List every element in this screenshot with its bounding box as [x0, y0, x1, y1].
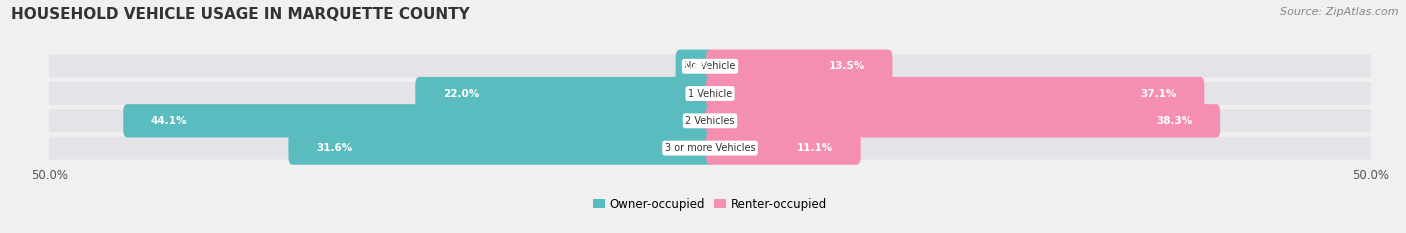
Text: 13.5%: 13.5% [828, 61, 865, 71]
Legend: Owner-occupied, Renter-occupied: Owner-occupied, Renter-occupied [588, 193, 832, 215]
Text: 1 Vehicle: 1 Vehicle [688, 89, 733, 99]
FancyBboxPatch shape [706, 131, 860, 165]
Text: HOUSEHOLD VEHICLE USAGE IN MARQUETTE COUNTY: HOUSEHOLD VEHICLE USAGE IN MARQUETTE COU… [11, 7, 470, 22]
Text: No Vehicle: No Vehicle [685, 61, 735, 71]
FancyBboxPatch shape [706, 50, 893, 83]
FancyBboxPatch shape [49, 55, 1371, 78]
Text: 2.3%: 2.3% [681, 61, 710, 71]
Text: 11.1%: 11.1% [797, 143, 832, 153]
Text: 38.3%: 38.3% [1156, 116, 1192, 126]
Text: 31.6%: 31.6% [316, 143, 353, 153]
Text: 22.0%: 22.0% [443, 89, 479, 99]
FancyBboxPatch shape [49, 82, 1371, 105]
FancyBboxPatch shape [49, 109, 1371, 132]
FancyBboxPatch shape [676, 50, 714, 83]
FancyBboxPatch shape [415, 77, 714, 110]
FancyBboxPatch shape [706, 104, 1220, 137]
FancyBboxPatch shape [706, 77, 1205, 110]
FancyBboxPatch shape [49, 137, 1371, 160]
FancyBboxPatch shape [124, 104, 714, 137]
Text: Source: ZipAtlas.com: Source: ZipAtlas.com [1281, 7, 1399, 17]
Text: 44.1%: 44.1% [150, 116, 187, 126]
Text: 3 or more Vehicles: 3 or more Vehicles [665, 143, 755, 153]
FancyBboxPatch shape [288, 131, 714, 165]
Text: 37.1%: 37.1% [1140, 89, 1177, 99]
Text: 2 Vehicles: 2 Vehicles [685, 116, 735, 126]
